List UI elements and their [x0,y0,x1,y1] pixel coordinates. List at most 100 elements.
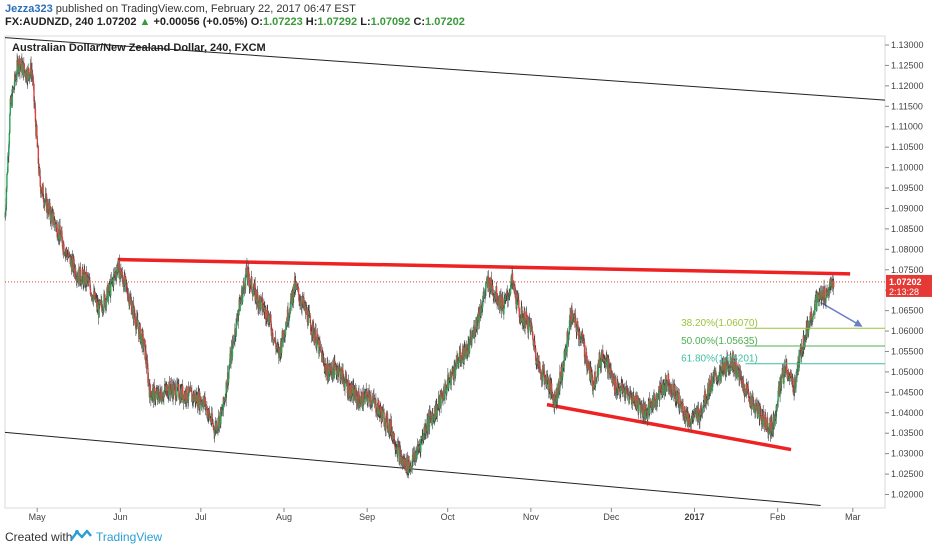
candle-body [196,394,198,406]
candle-body [220,407,222,424]
candle-body [705,398,707,405]
current-price-label: 1.07202 [889,277,922,287]
candle-body [256,292,258,303]
candle-body [317,334,319,344]
candle-body [49,203,51,216]
candle-body [247,268,250,272]
candle-body [94,292,97,302]
candle-body [106,288,108,299]
candle-body [607,358,609,374]
candle-body [795,375,797,388]
candle-body [56,223,58,238]
candle-body [484,291,486,298]
candle-body [712,374,715,376]
candle-body [464,347,466,356]
candle-body [474,335,476,338]
candle-body [235,334,237,336]
candle-body [649,399,651,414]
candle-body [652,395,655,410]
candle-body [296,286,299,289]
candle-body [227,371,230,383]
candle-body [569,314,572,325]
candle-body [307,312,309,326]
candle-body [368,394,371,402]
y-tick-label: 1.02000 [891,490,924,500]
candle-body [620,387,622,395]
candle-body [6,171,9,175]
candle-body [26,68,29,83]
candle-body [378,400,380,410]
candle-body [284,334,286,336]
candle-body [662,382,664,385]
candle-body [576,326,578,332]
candle-body [767,430,769,433]
candle-body [669,386,672,391]
candle-body [361,393,363,407]
candle-body [346,383,348,386]
candle-body [312,321,314,326]
candle-body [747,386,749,392]
candle-body [386,413,389,429]
candle-body [574,314,577,319]
candle-body [460,361,462,363]
open-label: O: [250,16,263,28]
candle-body [520,321,522,323]
candle-body [704,390,706,406]
candle-body [481,301,484,309]
candle-body [587,361,589,369]
price-chart[interactable]: 38.20%(1.06070) 50.00%(1.05635) 61.80%(1.0… [0,0,932,522]
candle-body [466,351,468,359]
candle-body [67,256,69,257]
x-tick-label: Jul [195,512,207,522]
candle-body [759,406,761,414]
candle-body [751,396,754,398]
candle-body [76,277,78,282]
candle-body [775,405,777,419]
candle-body [154,399,156,402]
candle-body [171,384,173,390]
candle-body [128,294,130,306]
candle-body [517,298,520,300]
candle-body [281,345,283,353]
candle-body [83,273,85,286]
candle-body [273,338,275,343]
candle-body [574,314,576,323]
candle-body [434,405,436,419]
candle-body [202,400,205,408]
candle-body [474,332,477,336]
candle-body [306,309,309,323]
candle-body [120,275,123,279]
candle-body [608,361,610,373]
candle-body [64,251,67,256]
candle-body [776,404,778,410]
candle-body [467,342,469,355]
candle-body [786,365,788,375]
candle-body [774,415,776,416]
candle-body [823,286,826,302]
candle-body [471,334,473,341]
candle-body [739,370,741,373]
candle-body [582,338,584,344]
tradingview-brand[interactable]: TradingView [96,530,163,544]
candle-body [622,389,624,392]
candle-body [102,308,105,312]
candle-body [521,307,523,311]
candle-body [796,362,799,371]
candle-body [290,293,293,297]
candle-body [154,392,157,400]
candle-body [105,298,108,307]
candle-body [223,397,225,403]
candle-body [23,63,26,71]
x-axis: May Jun Jul Aug Sep Oct Nov Dec 2017 Feb Mar [29,508,861,522]
y-tick-label: 1.04000 [891,408,924,418]
candle-body [804,338,807,341]
candle-body [380,406,382,413]
candle-body [67,256,69,260]
candle-body [278,347,281,359]
candle-body [418,446,420,450]
author-link[interactable]: Jezza323 [5,3,53,15]
y-tick-label: 1.12500 [891,60,924,70]
candle-body [376,413,378,415]
candle-body [349,385,351,399]
candle-body [590,372,592,380]
